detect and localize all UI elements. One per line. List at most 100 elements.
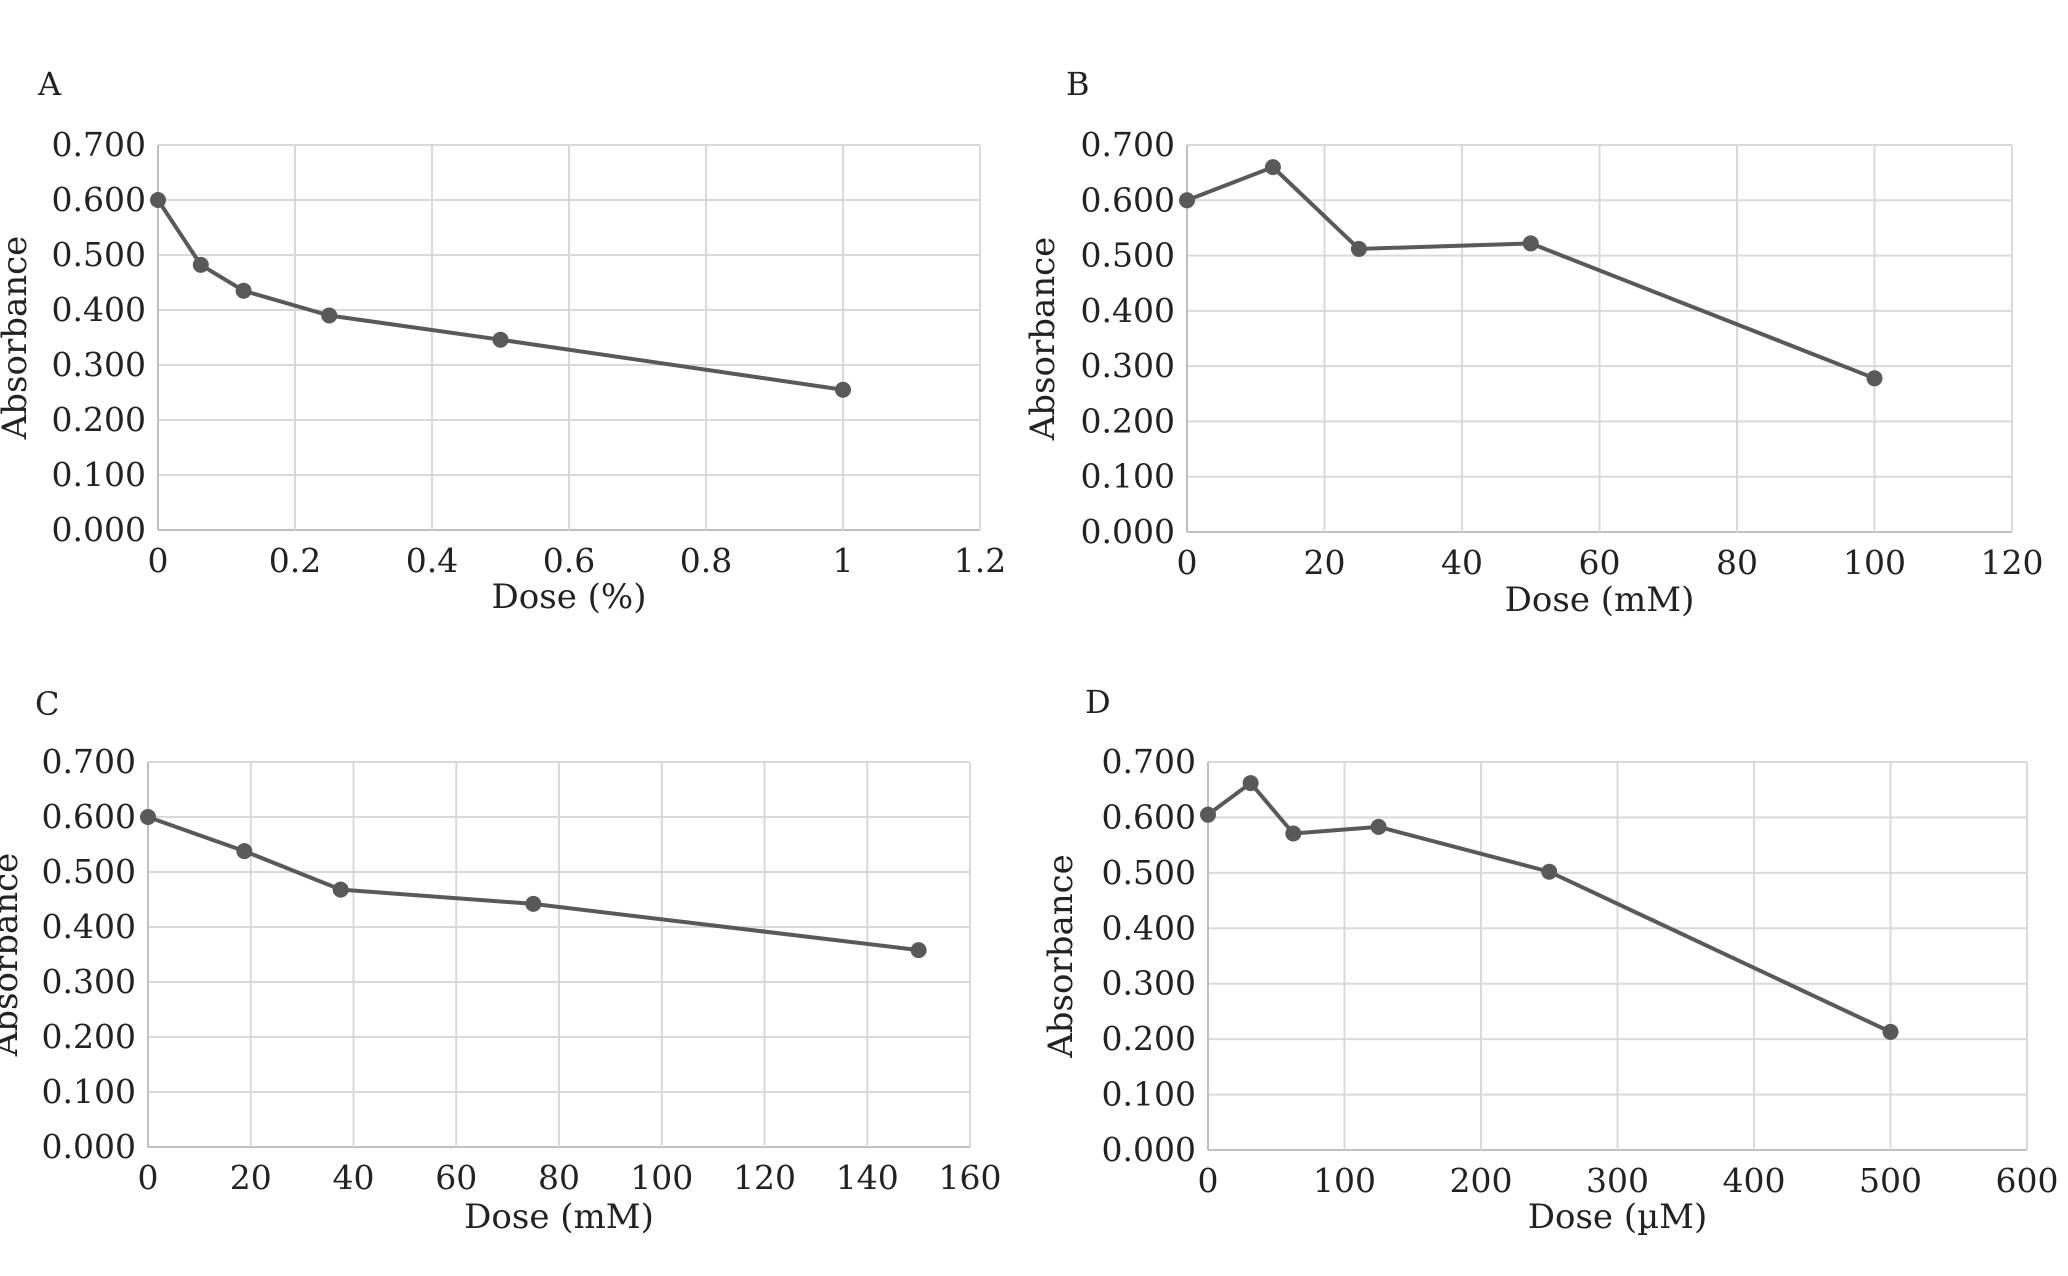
y-tick-label: 0.400	[42, 907, 136, 946]
y-tick-label: 0.600	[42, 797, 136, 836]
x-tick-label: 0	[1198, 1161, 1219, 1200]
data-point	[835, 381, 851, 398]
x-tick-label: 120	[1981, 543, 2044, 582]
panel-label: B	[1066, 65, 1090, 103]
data-point	[910, 942, 927, 959]
y-tick-label: 0.500	[52, 235, 146, 274]
y-tick-label: 0.100	[42, 1072, 136, 1111]
x-tick-label: 100	[630, 1158, 693, 1197]
data-point	[1370, 818, 1387, 835]
x-tick-label: 160	[939, 1158, 1002, 1197]
x-tick-label: 0.6	[543, 541, 595, 580]
y-tick-label: 0.100	[52, 455, 146, 494]
y-tick-label: 0.400	[52, 290, 146, 329]
x-tick-label: 60	[435, 1158, 477, 1197]
series-line	[147, 815, 919, 953]
x-tick-label: 100	[1313, 1161, 1376, 1200]
panel-label: A	[37, 65, 62, 103]
y-tick-label: 0.500	[42, 852, 136, 891]
data-point	[492, 331, 509, 348]
y-tick-label: 0.300	[1081, 346, 1175, 385]
x-tick-label: 0.8	[680, 541, 732, 580]
y-axis-title: Absorbance	[1023, 237, 1063, 442]
x-tick-label: 0	[138, 1158, 159, 1197]
y-tick-label: 0.000	[1102, 1130, 1196, 1169]
chart-panel-c: C 0.000 0.100 0.200 0.300 0.400 0.500 0.600 0.70…	[0, 685, 1002, 1237]
series-line	[1206, 781, 1892, 1034]
x-tick-label: 0.4	[406, 541, 458, 580]
data-point	[332, 881, 349, 898]
y-tick-label: 0.000	[1081, 512, 1175, 551]
chart-panel-a: A 0.000 0.100 0.200 0.300 0.400 0.500 0.600 0.70…	[0, 65, 1006, 617]
data-point	[1264, 159, 1281, 176]
y-tick-label: 0.000	[52, 510, 146, 549]
x-tick-label: 1	[833, 541, 854, 580]
y-tick-label: 0.300	[42, 962, 136, 1001]
x-tick-label: 40	[1441, 543, 1483, 582]
y-tick-label: 0.700	[1102, 742, 1196, 781]
y-tick-label: 0.300	[52, 345, 146, 384]
data-point	[1541, 863, 1558, 880]
y-tick-label: 0.400	[1102, 908, 1196, 947]
data-point	[140, 809, 156, 825]
x-tick-label: 200	[1450, 1161, 1513, 1200]
data-point	[1350, 240, 1367, 257]
y-tick-label: 0.100	[1102, 1075, 1196, 1114]
x-tick-label: 40	[333, 1158, 375, 1197]
y-tick-label: 0.700	[52, 125, 146, 164]
data-point	[1200, 806, 1216, 823]
data-point	[1522, 235, 1539, 252]
y-tick-label: 0.600	[1102, 797, 1196, 836]
y-tick-label: 0.100	[1081, 457, 1175, 496]
data-point	[235, 282, 252, 299]
x-tick-label: 0	[148, 541, 169, 580]
x-tick-label: 60	[1579, 543, 1621, 582]
y-tick-label: 0.200	[52, 400, 146, 439]
x-tick-label: 140	[836, 1158, 899, 1197]
y-axis-title: Absorbance	[1041, 854, 1081, 1059]
y-tick-label: 0.500	[1102, 853, 1196, 892]
y-tick-label: 0.200	[1102, 1019, 1196, 1058]
x-axis-title: Dose (%)	[492, 577, 647, 617]
data-point	[1882, 1023, 1899, 1040]
chart-panel-d: D 0.000 0.100 0.200 0.300 0.400 0.500 0.600 0.70…	[1041, 683, 2059, 1237]
panel-label: C	[35, 685, 59, 723]
chart-panel-b: B 0.000 0.100 0.200 0.300 0.400 0.500 0.600 0.70…	[1023, 65, 2044, 620]
data-point	[1866, 370, 1883, 387]
data-point	[525, 895, 542, 912]
x-tick-label: 400	[1723, 1161, 1786, 1200]
x-tick-label: 600	[1996, 1161, 2059, 1200]
x-axis-title: Dose (µM)	[1528, 1197, 1708, 1237]
data-point	[236, 843, 253, 860]
x-tick-label: 0.2	[269, 541, 321, 580]
data-point	[1285, 825, 1302, 842]
x-tick-label: 120	[733, 1158, 796, 1197]
x-tick-label: 500	[1859, 1161, 1922, 1200]
y-tick-label: 0.600	[1081, 180, 1175, 219]
y-tick-label: 0.300	[1102, 964, 1196, 1003]
y-tick-label: 0.600	[52, 180, 146, 219]
y-tick-label: 0.500	[1081, 236, 1175, 275]
y-tick-label: 0.700	[42, 742, 136, 781]
x-axis-title: Dose (mM)	[1505, 580, 1695, 620]
data-point	[321, 307, 338, 324]
y-tick-label: 0.700	[1081, 125, 1175, 164]
x-tick-label: 80	[538, 1158, 580, 1197]
x-tick-label: 300	[1586, 1161, 1649, 1200]
x-tick-label: 80	[1716, 543, 1758, 582]
x-axis-title: Dose (mM)	[464, 1197, 654, 1237]
y-axis-title: Absorbance	[0, 853, 26, 1058]
data-point	[1242, 775, 1259, 792]
y-axis-title: Absorbance	[0, 236, 35, 441]
x-tick-label: 0	[1177, 543, 1198, 582]
y-tick-label: 0.200	[42, 1017, 136, 1056]
data-point	[192, 256, 209, 273]
panel-label: D	[1085, 683, 1111, 721]
series-line	[156, 198, 844, 392]
y-tick-label: 0.000	[42, 1127, 136, 1166]
x-tick-label: 1.2	[954, 541, 1006, 580]
data-point	[1179, 192, 1195, 209]
y-tick-label: 0.400	[1081, 291, 1175, 330]
x-tick-label: 100	[1843, 543, 1906, 582]
